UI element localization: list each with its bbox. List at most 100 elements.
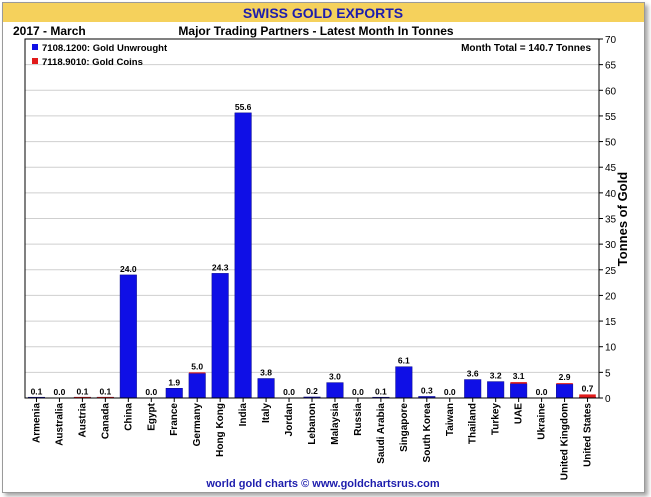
plot-border bbox=[24, 38, 600, 399]
chart-subtitle-center: Major Trading Partners - Latest Month In… bbox=[178, 24, 453, 38]
bar-gold-unwrought bbox=[165, 388, 183, 399]
y-tick-label: 70 bbox=[605, 35, 617, 46]
footer-credit: world gold charts © www.goldchartsrus.co… bbox=[205, 478, 439, 490]
bar-gold-coins bbox=[556, 383, 573, 385]
legend-coins-label: 7118.9010: Gold Coins bbox=[42, 57, 143, 68]
chart-title: SWISS GOLD EXPORTS bbox=[243, 5, 403, 21]
data-label: 6.1 bbox=[398, 356, 410, 366]
chart-svg: SWISS GOLD EXPORTS 2017 - March Major Tr… bbox=[3, 3, 644, 490]
x-tick-label: Ukraine bbox=[537, 403, 548, 440]
bar-gold-coins bbox=[74, 396, 91, 398]
x-tick-label: Russia bbox=[353, 403, 364, 436]
month-total-annotation: Month Total = 140.7 Tonnes bbox=[461, 43, 591, 54]
x-tick-label: Austria bbox=[77, 403, 88, 438]
bar-gold-unwrought bbox=[326, 382, 344, 399]
y-tick-label: 25 bbox=[605, 266, 617, 277]
data-label: 3.0 bbox=[329, 372, 341, 382]
data-label: 0.0 bbox=[145, 387, 157, 397]
x-tick-label: Canada bbox=[100, 403, 111, 440]
x-tick-label: Egypt bbox=[146, 402, 157, 430]
x-tick-label: France bbox=[169, 403, 180, 436]
data-label: 0.1 bbox=[99, 386, 111, 396]
data-label: 24.3 bbox=[212, 262, 229, 272]
chart-frame: SWISS GOLD EXPORTS 2017 - March Major Tr… bbox=[2, 2, 645, 493]
y-tick-label: 35 bbox=[605, 215, 617, 226]
legend: 7108.1200: Gold Unwrought 7118.9010: Gol… bbox=[32, 43, 168, 68]
x-tick-label: Lebanon bbox=[307, 403, 318, 445]
x-tick-label: Germany bbox=[192, 403, 203, 447]
y-tick-label: 60 bbox=[605, 86, 617, 97]
x-tick-label: Australia bbox=[54, 403, 65, 446]
bar-gold-unwrought bbox=[556, 383, 574, 399]
data-label: 3.8 bbox=[260, 368, 272, 378]
x-tick-label: Singapore bbox=[399, 403, 410, 452]
x-tick-label: Hong Kong bbox=[215, 403, 226, 457]
data-label: 0.0 bbox=[536, 387, 548, 397]
y-tick-label: 20 bbox=[605, 291, 617, 302]
x-tick-label: United States bbox=[583, 403, 594, 467]
x-tick-label: Malaysia bbox=[330, 403, 341, 445]
bar-gold-unwrought bbox=[464, 379, 482, 399]
y-tick-label: 5 bbox=[605, 368, 611, 379]
bar-gold-unwrought bbox=[234, 112, 252, 399]
y-axis-ticks: 0 5 10 15 20 25 30 35 40 45 50 55 60 65 70 bbox=[599, 35, 617, 405]
data-label: 0.2 bbox=[306, 386, 318, 396]
x-tick-label: Turkey bbox=[491, 403, 502, 435]
bar-gold-unwrought bbox=[211, 273, 229, 399]
x-tick-label: UAE bbox=[514, 403, 525, 424]
y-axis-label: Tonnes of Gold bbox=[615, 172, 630, 266]
data-label: 2.9 bbox=[559, 372, 571, 382]
bar-gold-unwrought bbox=[257, 378, 275, 399]
y-tick-label: 55 bbox=[605, 112, 617, 123]
x-tick-label: India bbox=[238, 403, 249, 427]
bar-layer bbox=[27, 112, 597, 399]
x-tick-label: Saudi Arabia bbox=[376, 403, 387, 464]
x-tick-label: Thailand bbox=[468, 403, 479, 444]
data-label: 0.1 bbox=[31, 386, 43, 396]
y-tick-label: 50 bbox=[605, 138, 617, 149]
title-band bbox=[3, 3, 644, 22]
y-tick-label: 30 bbox=[605, 240, 617, 251]
x-tick-label: China bbox=[123, 403, 134, 431]
data-label: 3.1 bbox=[513, 371, 525, 381]
x-tick-label: Armenia bbox=[31, 403, 42, 443]
chart-subtitle-left: 2017 - March bbox=[13, 24, 86, 38]
x-tick-label: United Kingdom bbox=[560, 403, 571, 480]
x-tick-label: Jordan bbox=[284, 403, 295, 436]
y-tick-label: 0 bbox=[605, 394, 611, 405]
data-label: 0.3 bbox=[421, 385, 433, 395]
data-label: 0.0 bbox=[54, 387, 66, 397]
bar-gold-coins bbox=[97, 396, 114, 398]
data-label: 24.0 bbox=[120, 264, 137, 274]
data-label: 3.6 bbox=[467, 369, 479, 379]
grid-layer bbox=[25, 64, 599, 373]
y-tick-label: 45 bbox=[605, 163, 617, 174]
y-tick-label: 65 bbox=[605, 61, 617, 72]
y-tick-label: 15 bbox=[605, 317, 617, 328]
legend-unwrought-swatch bbox=[32, 44, 38, 50]
data-label: 3.2 bbox=[490, 371, 502, 381]
data-label: 1.9 bbox=[168, 377, 180, 387]
bar-gold-unwrought bbox=[119, 274, 137, 399]
data-label: 0.7 bbox=[582, 383, 594, 393]
y-tick-label: 10 bbox=[605, 343, 617, 354]
legend-coins-swatch bbox=[32, 58, 38, 64]
bar-gold-unwrought bbox=[487, 381, 505, 399]
legend-unwrought-label: 7108.1200: Gold Unwrought bbox=[42, 43, 168, 54]
x-tick-label: Taiwan bbox=[445, 403, 456, 436]
y-tick-label: 40 bbox=[605, 189, 617, 200]
bar-gold-coins bbox=[188, 372, 206, 374]
bar-gold-unwrought bbox=[188, 373, 206, 399]
bar-gold-unwrought bbox=[395, 366, 413, 399]
x-axis-ticks: Armenia Australia Austria Canada China Egypt F… bbox=[31, 398, 594, 480]
bar-gold-coins bbox=[510, 382, 527, 384]
data-label: 0.0 bbox=[283, 387, 295, 397]
bar-gold-coins bbox=[579, 394, 596, 398]
x-tick-label: Italy bbox=[261, 403, 272, 423]
data-label: 0.1 bbox=[375, 386, 387, 396]
data-label: 0.1 bbox=[76, 386, 88, 396]
data-label: 55.6 bbox=[235, 102, 252, 112]
data-label: 0.0 bbox=[444, 387, 456, 397]
data-label: 0.0 bbox=[352, 387, 364, 397]
data-label-layer: 0.1 0.0 0.1 0.1 24.0 0.0 1.9 5.0 24.3 55.6 3.8 0.0 0… bbox=[31, 102, 594, 397]
